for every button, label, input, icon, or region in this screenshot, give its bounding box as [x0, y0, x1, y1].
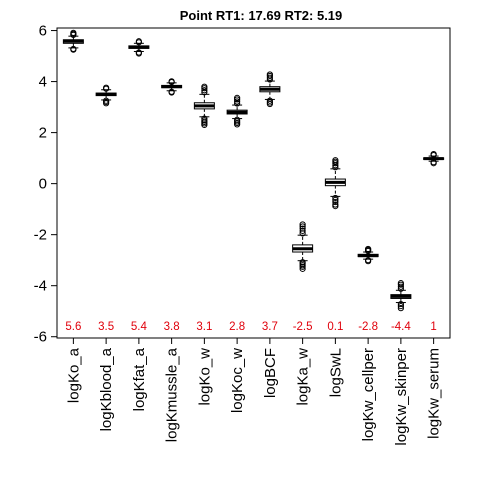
- y-tick-label: -2: [34, 227, 47, 244]
- x-tick-label: logKo_w: [196, 348, 213, 406]
- x-tick-label: logKblood_a: [98, 347, 115, 431]
- x-tick-label: logKmussle_a: [164, 347, 181, 442]
- median-value-label: 5.6: [65, 321, 81, 333]
- outlier-point: [201, 83, 208, 90]
- y-tick-label: 2: [39, 125, 47, 142]
- x-tick-label: logKoc_w: [229, 348, 246, 413]
- median-value-label: 2.8: [229, 321, 245, 333]
- y-tick-label: 0: [39, 176, 47, 193]
- outlier-point: [299, 225, 306, 232]
- outlier-point: [234, 94, 241, 102]
- x-tick-label: logKw_serum: [426, 348, 443, 439]
- chart-title: Point RT1: 17.69 RT2: 5.19: [180, 8, 343, 23]
- outlier-point: [234, 98, 241, 105]
- y-tick-label: 4: [39, 74, 47, 91]
- outlier-point: [332, 198, 339, 206]
- outlier-point: [430, 160, 437, 167]
- x-tick-label: logKw_skinper: [393, 348, 410, 446]
- outlier-point: [332, 194, 339, 202]
- x-tick-label: logBCF: [262, 348, 279, 398]
- outlier-point: [299, 227, 306, 234]
- x-tick-label: logKfat_a: [131, 347, 148, 411]
- median-value-label: 3.5: [98, 321, 114, 333]
- outlier-point: [266, 100, 273, 108]
- outlier-point: [299, 265, 306, 272]
- median-value-label: 0.1: [327, 321, 343, 333]
- outlier-point: [201, 121, 208, 129]
- outlier-point: [430, 150, 437, 158]
- outlier-point: [103, 100, 110, 107]
- outlier-point: [365, 258, 372, 265]
- y-tick-label: -6: [34, 329, 47, 346]
- x-tick-label: logKw_cellper: [360, 348, 377, 441]
- plot-area: -6 -4 -2 0 2 4 6 logKo_a logKblood_a logKfat_a log…: [34, 23, 445, 446]
- outlier-point: [299, 223, 306, 230]
- outlier-point: [70, 29, 77, 36]
- x-tick-label: logKo_a: [65, 347, 82, 403]
- y-tick-label: -4: [34, 278, 47, 295]
- outlier-point: [70, 46, 77, 53]
- outlier-point: [397, 305, 404, 312]
- median-value-label: -2.5: [293, 321, 313, 333]
- outlier-point: [168, 89, 175, 96]
- median-value-label: 3.8: [164, 321, 180, 333]
- median-value-label: 1: [430, 321, 436, 333]
- outlier-point: [397, 303, 404, 310]
- median-value-label: -4.4: [391, 321, 411, 333]
- outlier-point: [201, 87, 208, 94]
- median-value-label: -2.8: [358, 321, 378, 333]
- median-value-label: 3.7: [262, 321, 278, 333]
- x-tick-label: logSwL: [327, 348, 344, 397]
- median-value-label: 5.4: [131, 321, 148, 333]
- outlier-point: [299, 221, 306, 228]
- outlier-point: [103, 84, 110, 91]
- x-tick-label: logKa_w: [295, 348, 312, 406]
- y-tick-label: 6: [39, 23, 47, 40]
- outlier-point: [397, 283, 404, 290]
- outlier-point: [397, 280, 404, 287]
- median-value-label: 3.1: [196, 321, 212, 333]
- outlier-point: [266, 71, 273, 78]
- outlier-point: [332, 157, 339, 164]
- outlier-point: [365, 245, 372, 253]
- outlier-point: [135, 50, 142, 57]
- outlier-point: [168, 78, 175, 85]
- outlier-point: [332, 202, 339, 210]
- plot-frame: [56, 27, 451, 339]
- outlier-point: [299, 263, 306, 270]
- outlier-point: [234, 121, 241, 128]
- outlier-point: [135, 38, 142, 45]
- outlier-point: [397, 300, 404, 308]
- outlier-point: [332, 196, 339, 204]
- outlier-point: [266, 97, 273, 104]
- outlier-point: [266, 74, 273, 81]
